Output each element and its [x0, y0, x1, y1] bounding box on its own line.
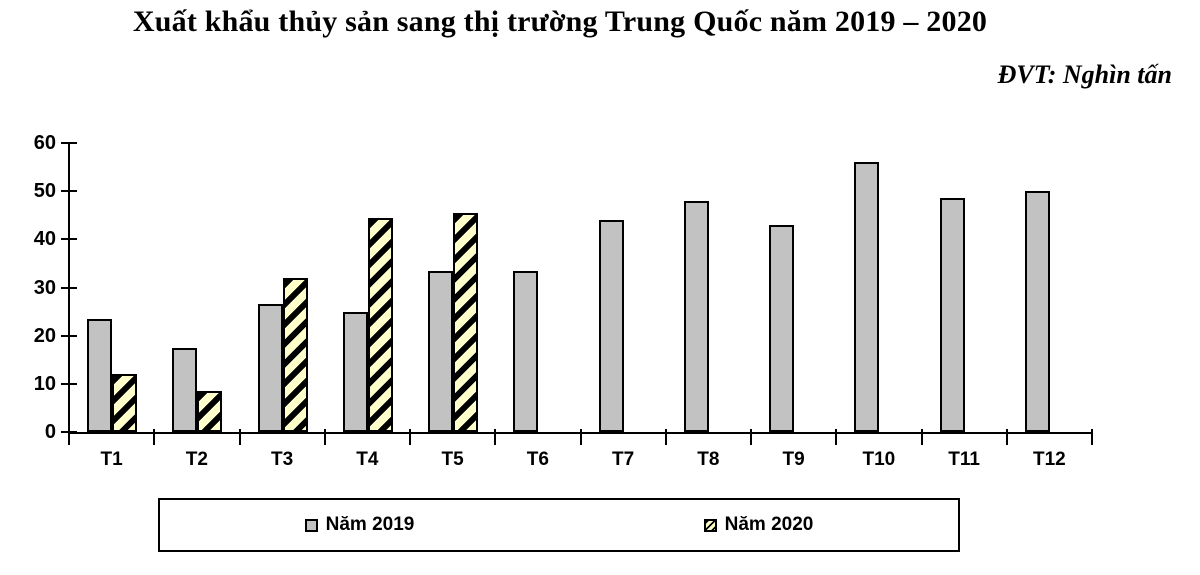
- legend-box: Năm 2019 Năm 2020: [158, 498, 960, 552]
- x-label-t10: T10: [862, 449, 896, 470]
- bar-nam-2020-t5: [453, 212, 478, 432]
- unit-label: ĐVT: Nghìn tấn: [997, 60, 1172, 89]
- bar-nam-2019-t2: [172, 347, 198, 432]
- y-tick-label-0: 0: [44, 421, 56, 443]
- x-label-t5: T5: [441, 449, 464, 470]
- bar-nam-2019-t3: [257, 304, 283, 432]
- x-tick: [835, 429, 838, 445]
- y-tick-label-50: 50: [33, 180, 56, 203]
- legend-item-2020: Năm 2020: [559, 514, 958, 536]
- x-tick: [1005, 429, 1008, 445]
- y-tick-label-10: 10: [33, 372, 56, 395]
- bar-nam-2020-t3: [282, 277, 308, 432]
- x-label-t2: T2: [185, 449, 208, 470]
- y-tick-label-40: 40: [33, 228, 56, 251]
- x-tick: [750, 429, 752, 445]
- bar-nam-2019-t12: [1024, 191, 1050, 432]
- y-tick: [61, 334, 77, 337]
- chart-title: Xuất khẩu thủy sản sang thị trường Trung…: [132, 5, 988, 38]
- bar-nam-2019-t11: [939, 198, 965, 432]
- x-label-t4: T4: [356, 449, 379, 470]
- x-tick: [238, 429, 241, 445]
- bar-nam-2019-t9: [769, 224, 794, 432]
- y-tick-label-60: 60: [33, 132, 56, 154]
- x-tick: [1091, 429, 1093, 445]
- bar-nam-2019-t6: [513, 270, 539, 432]
- x-tick: [920, 429, 923, 445]
- y-tick-label-20: 20: [33, 324, 56, 347]
- x-label-t9: T9: [782, 449, 805, 470]
- bar-nam-2019-t5: [428, 270, 453, 432]
- legend-label-2020: Năm 2020: [724, 514, 814, 535]
- legend-swatch-2020-icon: [703, 518, 717, 532]
- x-tick: [494, 429, 497, 445]
- x-tick: [664, 429, 667, 445]
- x-label-t7: T7: [612, 449, 635, 470]
- bar-nam-2019-t4: [342, 311, 368, 432]
- x-tick: [409, 429, 411, 445]
- x-label-t12: T12: [1033, 449, 1066, 470]
- y-tick: [61, 238, 77, 241]
- bar-nam-2019-t7: [598, 220, 624, 432]
- bar-nam-2020-t4: [367, 217, 393, 432]
- bar-nam-2019-t10: [854, 162, 880, 432]
- y-tick: [61, 190, 77, 193]
- x-label-t1: T1: [100, 449, 123, 470]
- bar-nam-2019-t8: [683, 200, 709, 432]
- x-tick: [323, 429, 326, 445]
- x-label-t3: T3: [271, 449, 294, 470]
- y-tick-label-30: 30: [33, 276, 56, 299]
- legend-swatch-2019-icon: [304, 518, 318, 532]
- x-tick: [68, 429, 70, 445]
- y-tick: [61, 286, 77, 289]
- bar-nam-2019-t1: [87, 318, 112, 432]
- bar-nam-2020-t2: [197, 391, 223, 432]
- x-label-t11: T11: [948, 449, 980, 470]
- legend-item-2019: Năm 2019: [160, 514, 559, 536]
- legend-label-2019: Năm 2019: [325, 514, 415, 535]
- x-label-t8: T8: [697, 449, 720, 470]
- y-tick: [61, 382, 77, 385]
- bar-nam-2020-t1: [112, 374, 137, 432]
- x-label-t6: T6: [526, 449, 549, 470]
- y-tick: [61, 142, 77, 144]
- x-tick: [153, 429, 156, 445]
- x-tick: [579, 429, 582, 445]
